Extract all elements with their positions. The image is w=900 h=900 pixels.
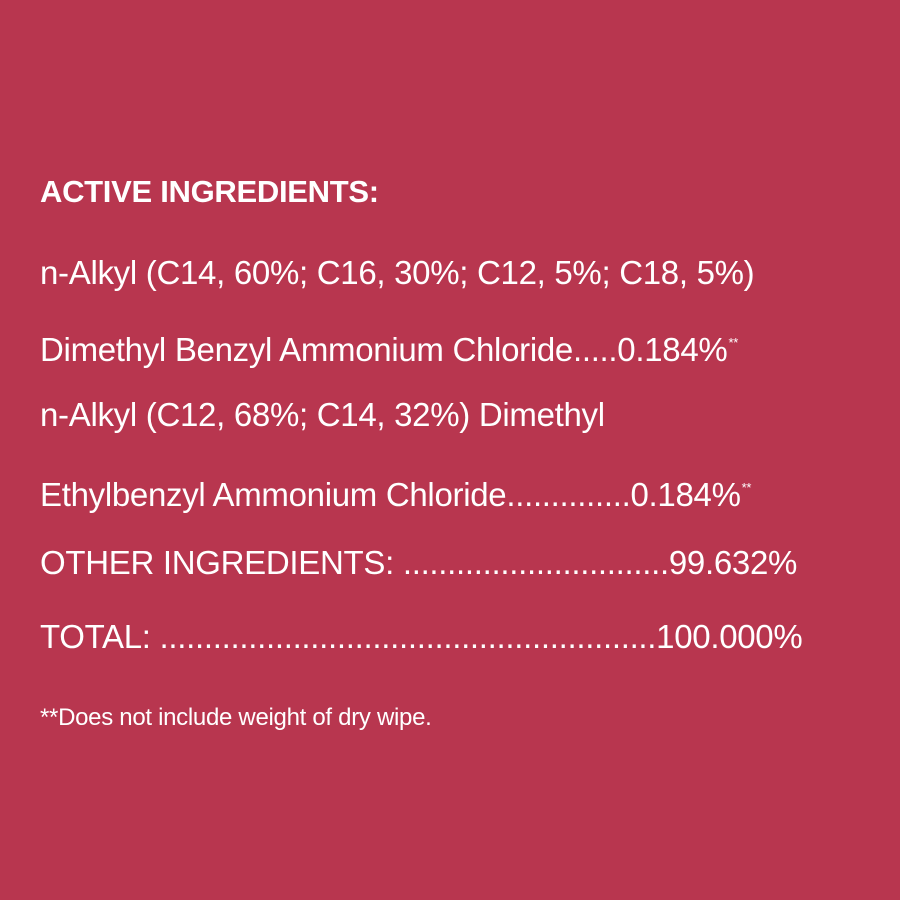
other-ingredients-line: OTHER INGREDIENTS: .....................… [40,543,797,583]
ingredient-text: Dimethyl Benzyl Ammonium Chloride.....0.… [40,331,728,368]
ingredient-line-1: n-Alkyl (C14, 60%; C16, 30%; C12, 5%; C1… [40,253,755,293]
ingredient-text: OTHER INGREDIENTS: .....................… [40,544,798,581]
ingredient-text: Ethylbenzyl Ammonium Chloride...........… [40,476,741,513]
ingredient-line-3: n-Alkyl (C12, 68%; C14, 32%) Dimethyl [40,395,605,435]
ingredient-line-4: Ethylbenzyl Ammonium Chloride...........… [40,468,751,515]
footnote: **Does not include weight of dry wipe. [40,704,432,731]
active-ingredients-heading: ACTIVE INGREDIENTS: [40,174,379,209]
ingredient-text: n-Alkyl (C12, 68%; C14, 32%) Dimethyl [40,396,605,433]
ingredient-text: n-Alkyl (C14, 60%; C16, 30%; C12, 5%; C1… [40,254,755,291]
ingredient-line-2: Dimethyl Benzyl Ammonium Chloride.....0.… [40,323,738,370]
total-line: TOTAL: .................................… [40,617,803,657]
footnote-marker: ** [728,335,738,350]
ingredient-text: TOTAL: .................................… [40,618,803,655]
footnote-marker: ** [741,480,752,495]
